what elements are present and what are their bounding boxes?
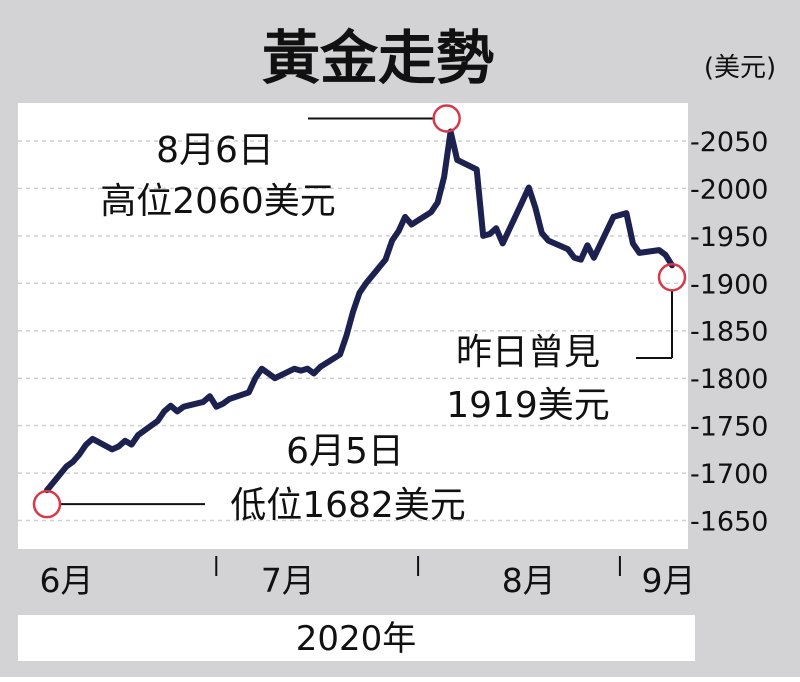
- x-tick-label: 6月: [40, 561, 94, 600]
- y-tick-label: -1750: [690, 412, 768, 443]
- y-tick-label: -1900: [690, 269, 768, 300]
- x-axis-title: 2020年: [296, 619, 417, 659]
- y-tick-label: -1950: [690, 222, 768, 253]
- y-axis: -2050 -2000 -1950 -1900 -1850 -1800 -1750 -1700…: [690, 127, 768, 538]
- latest-date-label: 昨日曾見: [456, 332, 600, 373]
- chart-title: 黃金走勢: [262, 24, 494, 92]
- high-marker: [432, 104, 461, 133]
- low-date-label: 6月5日: [286, 431, 404, 472]
- x-tick-label: 7月: [261, 561, 315, 600]
- gold-price-line: [44, 128, 675, 494]
- x-tick-label: 9月: [641, 561, 695, 600]
- latest-value-label: 1919美元: [446, 385, 610, 426]
- high-date-label: 8月6日: [156, 130, 274, 171]
- unit-label: (美元): [704, 53, 776, 83]
- y-tick-label: -2000: [690, 174, 768, 205]
- high-value-label: 高位2060美元: [100, 181, 336, 222]
- year-band: [18, 615, 695, 661]
- latest-marker: [657, 263, 687, 292]
- x-tick-label: 8月: [502, 561, 556, 600]
- low-value-label: 低位1682美元: [230, 485, 466, 526]
- y-tick-label: -1700: [690, 459, 768, 490]
- plot-area: [18, 103, 688, 549]
- y-tick-label: -1850: [690, 317, 768, 348]
- annotation-markers: [32, 104, 687, 519]
- y-tick-label: -1650: [690, 507, 768, 538]
- annotation-connectors: [61, 117, 673, 506]
- low-marker: [32, 489, 62, 519]
- y-tick-label: -2050: [690, 127, 768, 158]
- y-tick-label: -1800: [690, 364, 768, 395]
- x-axis: 6月 7月 8月 9月: [40, 556, 695, 600]
